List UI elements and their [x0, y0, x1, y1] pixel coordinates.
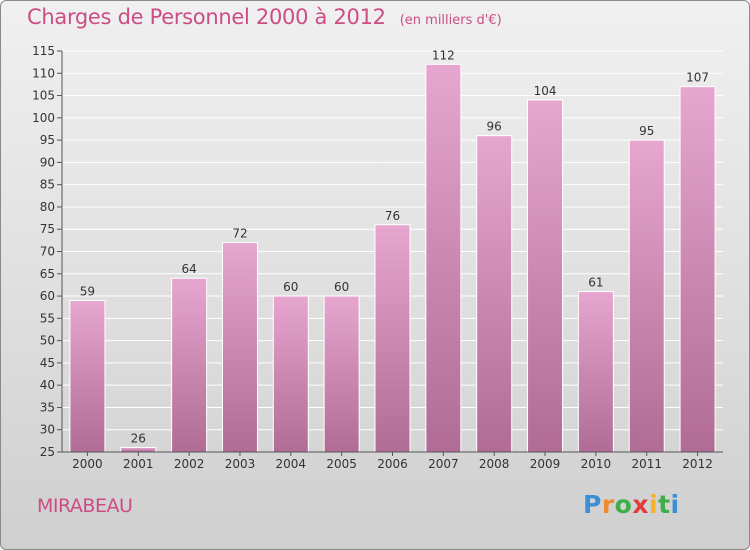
- value-label-2009: 104: [534, 84, 557, 98]
- value-label-2000: 59: [80, 285, 95, 299]
- bar-2005: [323, 295, 360, 453]
- x-tick-label-2008: 2008: [479, 457, 510, 471]
- y-tick-label: 60: [40, 289, 55, 303]
- bar-2008: [476, 135, 513, 453]
- bar-2010: [577, 291, 614, 453]
- logo-letter: t: [658, 490, 671, 519]
- y-tick-label: 55: [40, 311, 55, 325]
- proxiti-logo: Proxiti: [583, 490, 680, 519]
- y-tick-label: 115: [32, 44, 55, 58]
- bar-2001: [120, 447, 157, 453]
- chart-title: Charges de Personnel 2000 à 2012: [27, 5, 386, 29]
- x-tick-label-2002: 2002: [174, 457, 205, 471]
- logo-letter: x: [632, 490, 649, 519]
- y-tick-label: 35: [40, 400, 55, 414]
- bar-2006: [374, 224, 411, 453]
- value-labels: 59 26 64 72 60 60 76 112 96 104 61 95 107: [80, 48, 709, 445]
- x-axis: 2000 2001 2002 2003 2004 2005 2006 2007 2008 2009…: [62, 451, 723, 471]
- value-label-2001: 26: [131, 432, 146, 446]
- value-label-2004: 60: [283, 280, 298, 294]
- x-tick-label-2007: 2007: [428, 457, 459, 471]
- y-tick-label: 110: [32, 66, 55, 80]
- bar-2012: [679, 86, 716, 453]
- value-label-2010: 61: [588, 276, 603, 290]
- y-tick-label: 25: [40, 445, 55, 459]
- chart-subtitle: (en milliers d'€): [399, 13, 502, 28]
- y-tick-label: 80: [40, 200, 55, 214]
- logo-letter: r: [601, 490, 615, 519]
- y-tick-label: 75: [40, 222, 55, 236]
- value-label-2012: 107: [686, 71, 709, 85]
- x-tick-label-2005: 2005: [326, 457, 357, 471]
- y-tick-label: 65: [40, 267, 55, 281]
- bar-2003: [221, 242, 258, 453]
- y-tick-label: 45: [40, 356, 55, 370]
- y-tick-label: 85: [40, 178, 55, 192]
- y-tick-label: 30: [40, 423, 55, 437]
- x-tick-label-2009: 2009: [530, 457, 561, 471]
- commune-name: MIRABEAU: [37, 495, 133, 517]
- x-tick-label-2003: 2003: [225, 457, 256, 471]
- y-tick-label: 40: [40, 378, 55, 392]
- value-label-2007: 112: [432, 48, 455, 62]
- bar-2000: [69, 300, 106, 453]
- x-tick-label-2000: 2000: [72, 457, 103, 471]
- y-axis: 25 30 35 40 45 50 55 60 65 70 75 80 85 90 95 100 105 110 1…: [32, 44, 63, 459]
- y-tick-label: 105: [32, 89, 55, 103]
- bars: [69, 63, 716, 453]
- y-tick-label: 100: [32, 111, 55, 125]
- value-label-2003: 72: [232, 227, 247, 241]
- x-tick-label-2010: 2010: [581, 457, 612, 471]
- bar-2002: [171, 277, 208, 453]
- bar-2009: [527, 99, 564, 453]
- x-tick-label-2012: 2012: [682, 457, 713, 471]
- bar-2004: [272, 295, 309, 453]
- logo-letter: i: [670, 490, 680, 519]
- y-tick-label: 70: [40, 245, 55, 259]
- value-label-2002: 64: [181, 262, 196, 276]
- logo-letter: i: [649, 490, 659, 519]
- y-tick-label: 50: [40, 334, 55, 348]
- x-tick-label-2011: 2011: [631, 457, 662, 471]
- x-tick-label-2004: 2004: [276, 457, 307, 471]
- bar-2007: [425, 63, 462, 453]
- value-label-2008: 96: [487, 120, 502, 134]
- value-label-2005: 60: [334, 280, 349, 294]
- value-label-2011: 95: [639, 124, 654, 138]
- logo-letter: o: [614, 490, 633, 519]
- value-label-2006: 76: [385, 209, 400, 223]
- y-tick-label: 95: [40, 133, 55, 147]
- x-tick-label-2006: 2006: [377, 457, 408, 471]
- y-tick-label: 90: [40, 155, 55, 169]
- title-row: Charges de Personnel 2000 à 2012 (en mill…: [27, 5, 502, 29]
- x-tick-label-2001: 2001: [123, 457, 154, 471]
- logo-letter: P: [583, 490, 602, 519]
- bar-2011: [628, 139, 665, 453]
